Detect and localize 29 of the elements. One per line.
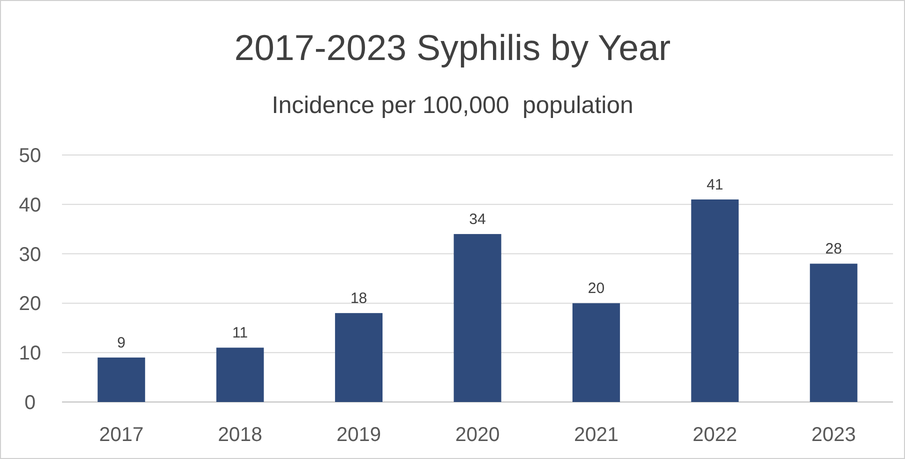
data-label: 11 bbox=[232, 324, 248, 342]
data-label: 9 bbox=[117, 334, 126, 352]
y-tick-label: 30 bbox=[18, 244, 42, 266]
data-label: 41 bbox=[706, 176, 724, 194]
data-label: 20 bbox=[588, 280, 605, 298]
chart-title: 2017-2023 Syphilis by Year bbox=[234, 27, 671, 68]
bar bbox=[216, 348, 264, 402]
bar bbox=[454, 234, 502, 402]
data-label: 18 bbox=[350, 290, 368, 308]
bar bbox=[691, 199, 739, 402]
y-tick-label: 10 bbox=[18, 342, 42, 365]
y-tick-label: 40 bbox=[18, 194, 42, 216]
bar bbox=[572, 303, 620, 402]
data-label: 34 bbox=[469, 211, 486, 228]
bar bbox=[98, 358, 146, 402]
x-tick-label: 2018 bbox=[218, 424, 262, 446]
data-label: 28 bbox=[825, 240, 842, 258]
x-tick-label: 2020 bbox=[455, 424, 500, 446]
bar bbox=[335, 313, 383, 402]
x-tick-label: 2021 bbox=[574, 424, 618, 446]
y-tick-label: 50 bbox=[18, 145, 42, 167]
x-tick-label: 2017 bbox=[99, 424, 144, 446]
y-tick-label: 20 bbox=[18, 293, 42, 316]
chart-subtitle: Incidence per 100,000 population bbox=[272, 92, 634, 119]
x-tick-label: 2023 bbox=[811, 424, 856, 446]
x-tick-label: 2022 bbox=[692, 424, 738, 446]
bar bbox=[810, 264, 858, 402]
x-tick-label: 2019 bbox=[336, 424, 382, 446]
y-tick-label: 0 bbox=[24, 392, 36, 414]
